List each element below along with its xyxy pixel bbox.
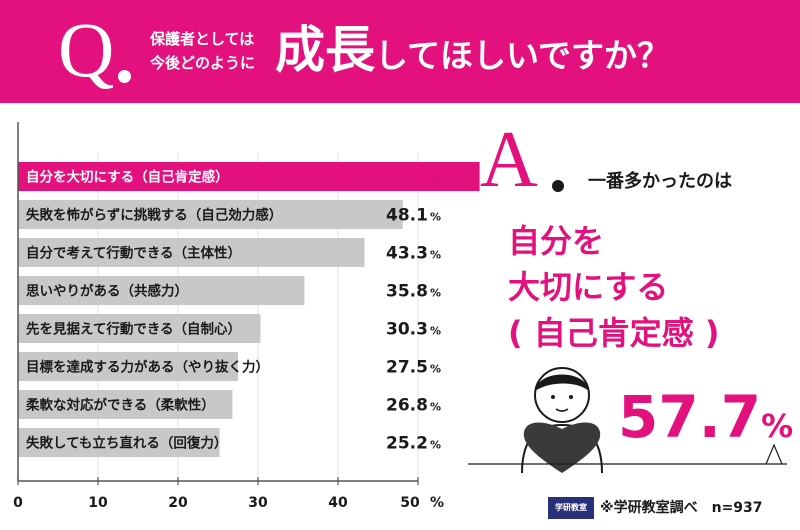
bar-category-label: 失敗しても立ち直れる（回復力）	[26, 435, 227, 452]
bar-value-unit: %	[430, 325, 441, 338]
question-letter: Q	[58, 6, 115, 93]
answer-letter: A	[480, 116, 538, 204]
bar-value-unit: %	[430, 363, 441, 376]
bar-value-label: 26.8	[386, 396, 428, 416]
x-axis-unit: %	[430, 495, 444, 511]
answer-line3: ( 自己肯定感 )	[508, 314, 720, 352]
gakken-logo: 学研教室	[548, 497, 594, 519]
bar-value-label: 35.8	[386, 282, 428, 302]
source-credit: ※学研教室調べ n=937	[600, 500, 763, 516]
x-tick-label: 10	[88, 495, 108, 511]
question-prefix: 保護者としては 今後どのように	[150, 27, 255, 75]
answer-line1: 自分を	[508, 222, 605, 260]
bar	[18, 428, 220, 457]
x-tick-label: 50	[400, 495, 420, 511]
bar	[18, 390, 233, 419]
answer-text: 自分を 大切にする ( 自己肯定感 )	[508, 218, 720, 356]
bar-value-label: 25.2	[386, 434, 428, 454]
question-dot	[118, 70, 131, 83]
question-keyword: 成長	[275, 21, 375, 79]
bar-value-unit: %	[430, 249, 441, 262]
bar-value-label: 27.5	[386, 358, 428, 378]
bar-value-label: 30.3	[386, 320, 428, 340]
bar	[18, 200, 403, 229]
bar	[18, 314, 261, 343]
answer-percentage: 57.7%	[618, 385, 793, 449]
answer-percentage-sign: %	[761, 407, 794, 445]
question-rest: してほしいですか？	[375, 36, 671, 75]
answer-percentage-number: 57.7	[618, 383, 762, 451]
child-holding-heart-illustration	[468, 367, 787, 474]
x-tick-label: 0	[13, 495, 23, 511]
bar-category-label: 目標を達成する力がある（やり抜く力）	[26, 359, 269, 376]
bar-category-label: 先を見据えて行動できる（自制心）	[26, 321, 241, 338]
bar-category-label: 柔軟な対応ができる（柔軟性）	[25, 397, 215, 414]
bar	[18, 238, 365, 267]
bar-value-label: 48.1	[386, 206, 428, 226]
bar	[18, 276, 305, 305]
bar-category-label: 失敗を怖がらずに挑戦する（自己効力感）	[26, 207, 282, 224]
x-tick-label: 20	[168, 495, 188, 511]
bar	[18, 162, 480, 191]
bar-value-unit: %	[430, 439, 441, 452]
bar	[18, 352, 238, 381]
bar-category-label: 自分を大切にする（自己肯定感）	[26, 169, 229, 186]
x-tick-label: 40	[328, 495, 348, 511]
bar-value-unit: %	[430, 211, 441, 224]
question-banner: Q 保護者としては 今後どのように 成長してほしいですか？	[0, 0, 800, 103]
bar-value-label: 43.3	[386, 244, 428, 264]
x-tick-label: 30	[248, 495, 268, 511]
question-prefix-line2: 今後どのように	[150, 54, 256, 72]
answer-line2: 大切にする	[508, 268, 669, 306]
answer-intro: 一番多かったのは	[588, 171, 732, 192]
bar-category-label: 思いやりがある（共感力）	[26, 283, 188, 300]
bar-value-unit: %	[430, 287, 441, 300]
bar-value-unit: %	[430, 173, 441, 186]
bar-value-label: 57.7	[386, 168, 428, 188]
bar-value-unit: %	[430, 401, 441, 414]
question-main: 成長してほしいですか？	[275, 20, 670, 86]
bar-category-label: 自分で考えて行動できる（主体性）	[26, 245, 241, 262]
question-prefix-line1: 保護者としては	[150, 30, 255, 48]
answer-dot	[552, 180, 564, 192]
